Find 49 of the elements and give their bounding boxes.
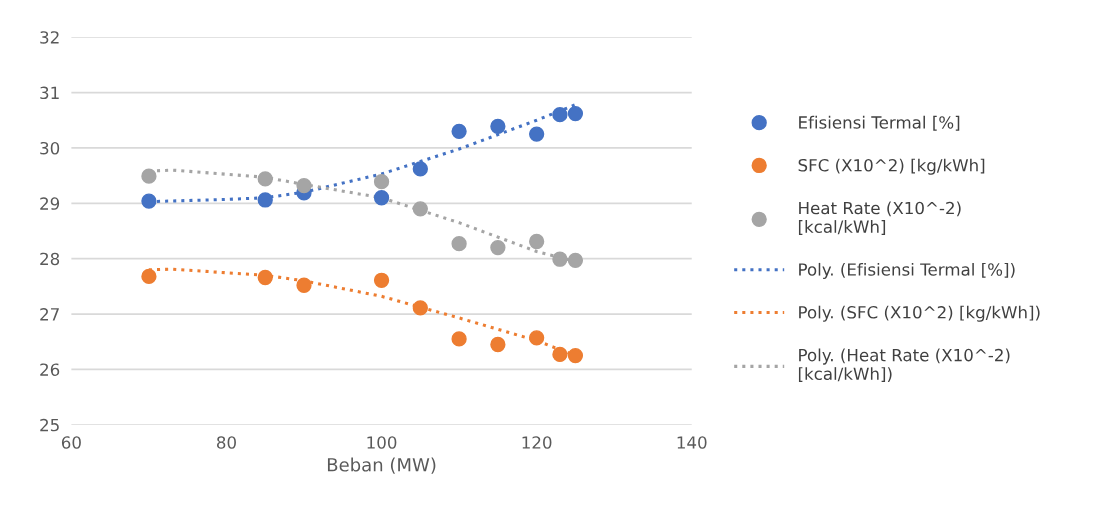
y-tick-label: 28: [40, 252, 60, 266]
point: [141, 168, 157, 184]
point: [257, 171, 273, 187]
point: [373, 190, 390, 206]
y-tick-label: 31: [40, 86, 59, 100]
y-tick-label: 26: [40, 363, 60, 376]
y-tick-label: 29: [40, 197, 60, 210]
x-tick-label: 140: [677, 436, 707, 449]
point: [296, 277, 312, 293]
x-tick-label: 100: [367, 436, 397, 449]
point: [552, 251, 568, 267]
legend-label: Poly. (SFC (X10^2) [kg/kWh]): [799, 305, 1040, 322]
y-tick-label: 30: [40, 141, 60, 155]
point: [490, 239, 506, 256]
point: [451, 236, 467, 252]
point: [373, 272, 390, 288]
y-tick-label: 25: [40, 418, 59, 432]
legend-label: Efisiensi Termal [%]: [799, 115, 960, 131]
point: [257, 269, 273, 286]
point: [373, 174, 390, 190]
x-tick-label: 80: [216, 436, 236, 449]
point: [529, 233, 545, 250]
point: [490, 118, 506, 134]
point: [412, 300, 428, 316]
point: [567, 105, 584, 122]
legend-label: Poly. (Heat Rate (X10^-2) [kcal/kWh]): [798, 348, 1010, 383]
x-axis-title: Beban (MW): [327, 457, 436, 474]
point: [451, 331, 467, 347]
y-tick-label: 27: [40, 308, 59, 321]
legend-label: Poly. (Efisiensi Termal [%]): [799, 262, 1015, 280]
point: [257, 192, 273, 208]
point: [296, 177, 312, 194]
point: [567, 347, 584, 364]
point: [552, 346, 568, 363]
legend-label: SFC (X10^2) [kg/kWh]: [798, 158, 985, 175]
point: [141, 193, 157, 209]
point: [412, 201, 428, 217]
point: [141, 268, 157, 285]
point: [567, 252, 584, 268]
point: [412, 161, 428, 177]
point: [490, 336, 506, 353]
point: [451, 123, 467, 139]
point: [529, 126, 545, 142]
point: [529, 330, 545, 346]
x-tick-label: 120: [522, 436, 552, 449]
point: [552, 107, 568, 123]
legend-label: Heat Rate (X10^-2) [kcal/kWh]: [798, 201, 961, 235]
x-tick-label: 60: [61, 436, 81, 449]
y-tick-label: 32: [40, 31, 59, 44]
